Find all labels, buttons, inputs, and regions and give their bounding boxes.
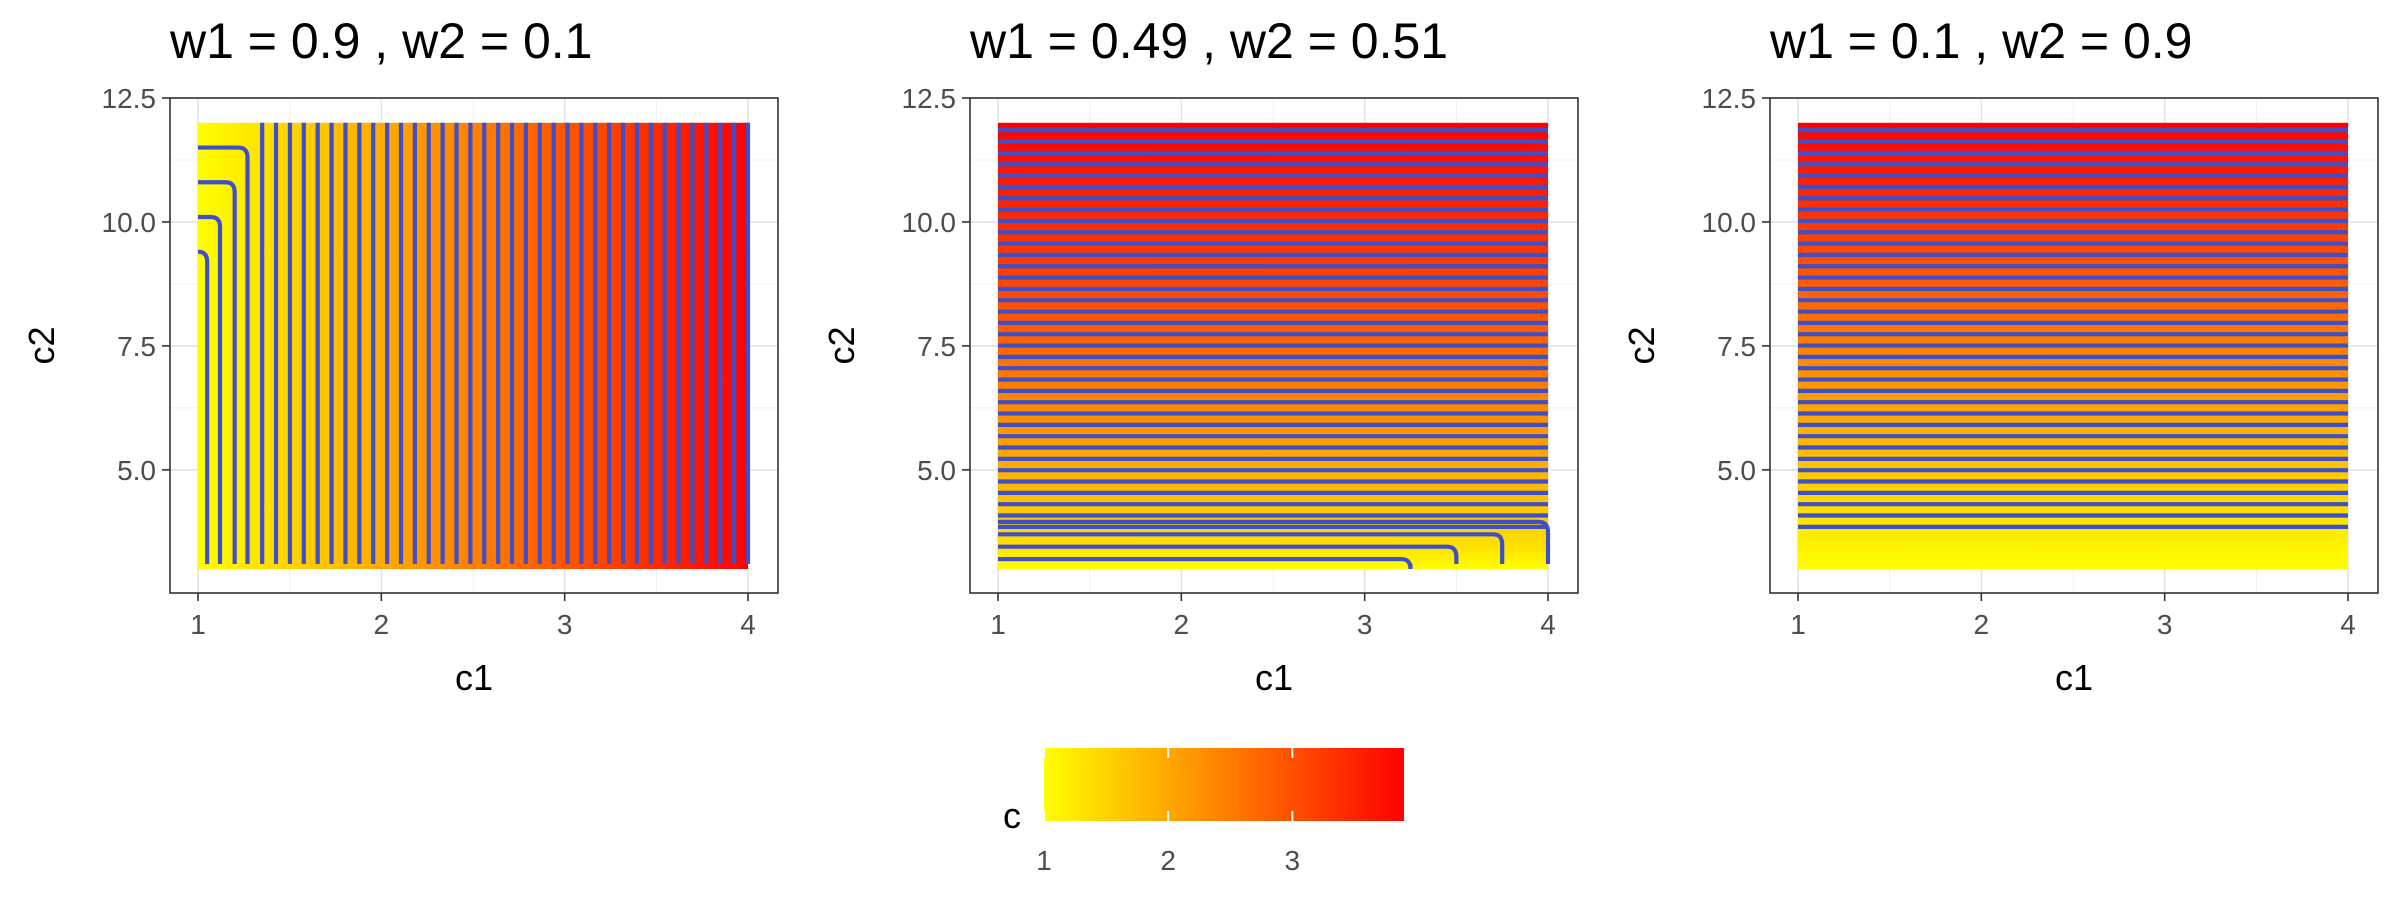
y-tick-label: 7.5 bbox=[917, 331, 956, 362]
x-tick-label: 4 bbox=[1540, 609, 1556, 640]
y-tick-label: 12.5 bbox=[902, 83, 957, 114]
contour-lines bbox=[1798, 128, 2348, 529]
facet-panels: 1 2 3 4 c1 5.0 7.5 10.0 12.5 c2 w1 = 0.9 , w2 = 0.… bbox=[21, 13, 2379, 698]
contour-line bbox=[998, 544, 1459, 565]
x-tick-label: 1 bbox=[190, 609, 206, 640]
panel-title: w1 = 0.1 , w2 = 0.9 bbox=[1769, 13, 2193, 69]
y-tick-label: 10.0 bbox=[102, 207, 157, 238]
y-axis: 5.0 7.5 10.0 12.5 c2 bbox=[21, 83, 170, 486]
contour-line bbox=[197, 249, 210, 565]
panel-2: 1 2 3 4 c1 5.0 7.5 10.0 12.5 c2 w1 = 0.49 , w2 = 0… bbox=[821, 13, 1579, 698]
contour-line bbox=[198, 214, 223, 565]
colorbar-legend: c1 2 3 bbox=[1003, 748, 1404, 876]
x-tick-label: 2 bbox=[1974, 609, 1990, 640]
x-tick-label: 1 bbox=[1790, 609, 1806, 640]
y-tick-label: 7.5 bbox=[117, 331, 156, 362]
contour-line bbox=[198, 180, 237, 565]
x-axis: 1 2 3 4 c1 bbox=[1790, 593, 2356, 698]
x-axis-label: c1 bbox=[2055, 657, 2093, 698]
panel-title: w1 = 0.49 , w2 = 0.51 bbox=[969, 13, 1448, 69]
legend-tick-label: 3 bbox=[1284, 845, 1300, 876]
x-tick-label: 3 bbox=[1357, 609, 1373, 640]
x-tick-label: 4 bbox=[740, 609, 756, 640]
x-tick-label: 3 bbox=[557, 609, 573, 640]
colorbar bbox=[1044, 748, 1404, 821]
x-axis: 1 2 3 4 c1 bbox=[190, 593, 756, 698]
contour-line bbox=[998, 532, 1505, 565]
y-axis-label: c2 bbox=[821, 326, 862, 364]
legend-title: c bbox=[1003, 795, 1021, 836]
legend-tick-label: 2 bbox=[1160, 845, 1176, 876]
y-axis: 5.0 7.5 10.0 12.5 c2 bbox=[1621, 83, 1770, 486]
contour-line bbox=[198, 145, 250, 565]
x-axis-label: c1 bbox=[455, 657, 493, 698]
y-tick-label: 5.0 bbox=[917, 455, 956, 486]
y-axis-label: c2 bbox=[21, 326, 62, 364]
y-tick-label: 12.5 bbox=[1702, 83, 1757, 114]
y-tick-label: 10.0 bbox=[1702, 207, 1757, 238]
y-tick-label: 7.5 bbox=[1717, 331, 1756, 362]
contour-lines bbox=[197, 122, 751, 565]
x-tick-label: 1 bbox=[990, 609, 1006, 640]
legend-tick-label: 1 bbox=[1036, 845, 1052, 876]
contour-lines bbox=[998, 128, 1551, 570]
y-axis-label: c2 bbox=[1621, 326, 1662, 364]
y-tick-label: 10.0 bbox=[902, 207, 957, 238]
y-tick-label: 5.0 bbox=[1717, 455, 1756, 486]
y-axis: 5.0 7.5 10.0 12.5 c2 bbox=[821, 83, 970, 486]
panel-3: 1 2 3 4 c1 5.0 7.5 10.0 12.5 c2 w1 = 0.1 , w2 = 0.… bbox=[1621, 13, 2379, 698]
contour-line bbox=[998, 519, 1551, 565]
x-axis-label: c1 bbox=[1255, 657, 1293, 698]
y-tick-label: 12.5 bbox=[102, 83, 157, 114]
x-tick-label: 4 bbox=[2340, 609, 2356, 640]
x-tick-label: 3 bbox=[2157, 609, 2173, 640]
x-axis: 1 2 3 4 c1 bbox=[990, 593, 1556, 698]
panel-1: 1 2 3 4 c1 5.0 7.5 10.0 12.5 c2 w1 = 0.9 , w2 = 0.… bbox=[21, 13, 779, 698]
x-tick-label: 2 bbox=[374, 609, 390, 640]
panel-title: w1 = 0.9 , w2 = 0.1 bbox=[169, 13, 593, 69]
contour-line bbox=[998, 556, 1413, 570]
x-tick-label: 2 bbox=[1174, 609, 1190, 640]
y-tick-label: 5.0 bbox=[117, 455, 156, 486]
